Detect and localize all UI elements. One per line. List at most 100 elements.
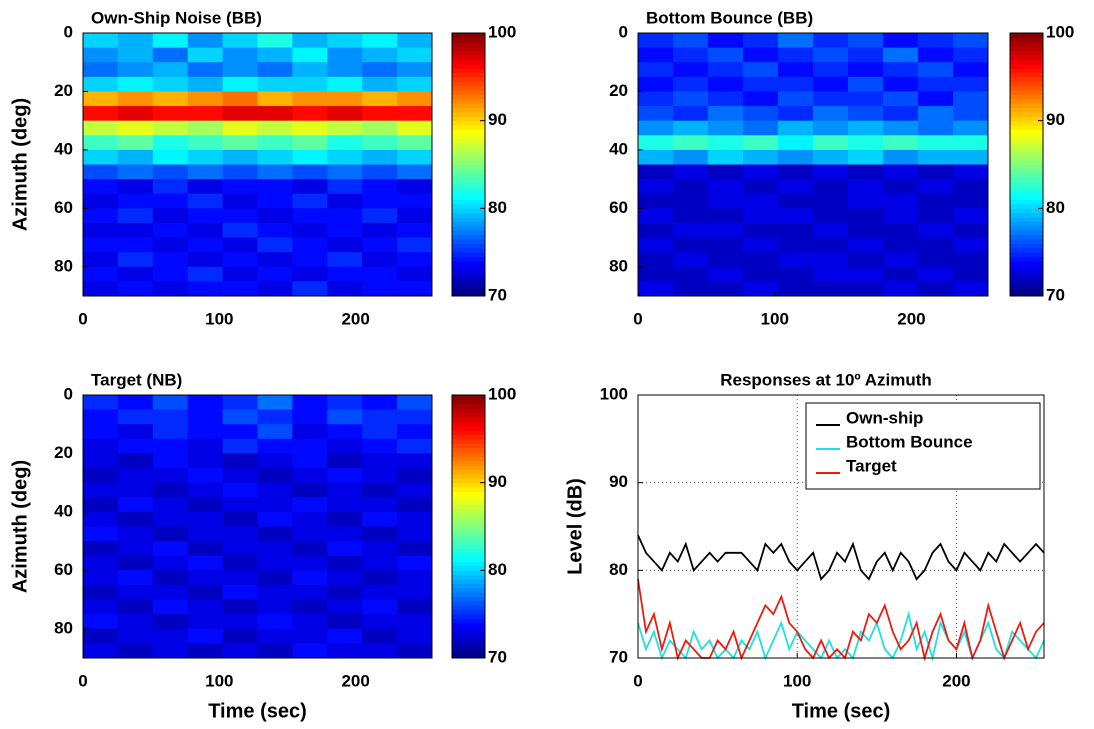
heat-cell — [708, 222, 744, 239]
heat-cell — [152, 438, 189, 454]
colorbar-segment — [452, 247, 485, 253]
heat-cell — [362, 643, 398, 659]
heat-cell — [222, 424, 258, 440]
heat-cell — [918, 47, 954, 63]
colorbar-segment — [452, 199, 485, 205]
colorbar-segment — [452, 592, 485, 598]
heat-cell — [397, 643, 433, 659]
y-tick-label: 20 — [54, 443, 73, 462]
heat-cell — [187, 643, 224, 659]
heat-cell — [152, 208, 189, 224]
heat-cell — [638, 33, 674, 49]
heat-cell — [83, 252, 119, 268]
colorbar-segment — [1010, 234, 1043, 240]
heat-cell — [362, 33, 398, 49]
y-tick-label: 0 — [64, 22, 73, 41]
heat-cell — [327, 149, 363, 165]
heat-cell — [743, 193, 779, 209]
heat-cell — [222, 91, 258, 107]
x-tick-label: 100 — [205, 309, 233, 328]
heat-cell — [222, 511, 258, 527]
heat-cell — [257, 555, 293, 571]
heat-cell — [152, 222, 189, 239]
colorbar-segment — [452, 403, 485, 409]
x-tick-label: 100 — [205, 671, 233, 690]
heat-cell — [152, 135, 189, 151]
heat-cell — [327, 135, 363, 151]
heat-cell — [152, 252, 189, 268]
heat-cell — [708, 237, 744, 253]
heat-cell — [327, 541, 363, 557]
heat-cell — [362, 497, 398, 513]
heat-cell — [117, 179, 154, 195]
colorbar-segment — [452, 438, 485, 444]
heat-cell — [152, 395, 189, 411]
colorbar-segment — [452, 54, 485, 60]
heat-cell — [222, 208, 258, 224]
heat-cell — [397, 584, 433, 601]
colorbar-segment — [452, 539, 485, 545]
colorbar-segment — [1010, 81, 1043, 87]
heat-cell — [397, 193, 433, 209]
colorbar-segment — [452, 561, 485, 567]
heat-cell — [673, 47, 709, 63]
heat-cell — [638, 47, 674, 63]
heat-cell — [117, 237, 154, 253]
chart-title: Responses at 10º Azimuth — [720, 370, 932, 389]
heat-cell — [638, 91, 674, 107]
heat-cell — [327, 599, 363, 615]
heat-cell — [848, 193, 884, 209]
heat-cell — [222, 628, 258, 644]
heat-cell — [292, 266, 328, 282]
heat-cell — [813, 222, 849, 239]
heat-cell — [327, 164, 363, 180]
heat-cell — [708, 91, 744, 107]
heat-cell — [327, 409, 363, 425]
heat-cell — [397, 526, 433, 542]
heat-cell — [327, 438, 363, 454]
heat-cell — [327, 395, 363, 411]
heat-cell — [222, 482, 258, 498]
x-tick-label: 0 — [633, 671, 642, 690]
heat-cell — [918, 266, 954, 282]
heat-cell — [257, 453, 293, 469]
heat-cell — [117, 497, 154, 513]
colorbar-frame — [451, 32, 486, 297]
colorbar-segment — [452, 460, 485, 466]
colorbar-segment — [1010, 120, 1043, 126]
heat-cell — [292, 409, 328, 425]
colorbar-segment — [452, 504, 485, 510]
heat-cell — [743, 120, 779, 136]
heat-cell — [152, 281, 189, 297]
heat-cell — [117, 482, 154, 498]
colorbar-segment — [452, 291, 485, 297]
heat-cell — [117, 164, 154, 180]
colorbar-segment — [1010, 107, 1043, 113]
heat-cell — [362, 120, 398, 136]
colorbar-segment — [1010, 247, 1043, 253]
heat-cell — [257, 614, 293, 630]
heat-cell — [953, 266, 989, 282]
heat-cell — [117, 106, 154, 122]
heat-cell — [883, 237, 919, 253]
colorbar-segment — [452, 85, 485, 91]
heat-cell — [292, 62, 328, 78]
colorbar-segment — [452, 601, 485, 606]
heat-cell — [778, 106, 814, 122]
heat-cell — [327, 237, 363, 253]
heat-cell — [918, 252, 954, 268]
heat-cell — [152, 164, 189, 180]
heat-cell — [778, 281, 814, 297]
colorbar-segment — [452, 256, 485, 262]
heat-cell — [918, 120, 954, 136]
heat-cell — [222, 135, 258, 151]
colorbar-segment — [1010, 50, 1043, 56]
heat-cell — [673, 237, 709, 253]
heat-cell — [327, 614, 363, 630]
heat-cell — [743, 266, 779, 282]
colorbar-segment — [1010, 85, 1043, 91]
heat-cell — [327, 33, 363, 49]
heat-cell — [638, 266, 674, 282]
colorbar-segment — [1010, 125, 1043, 130]
